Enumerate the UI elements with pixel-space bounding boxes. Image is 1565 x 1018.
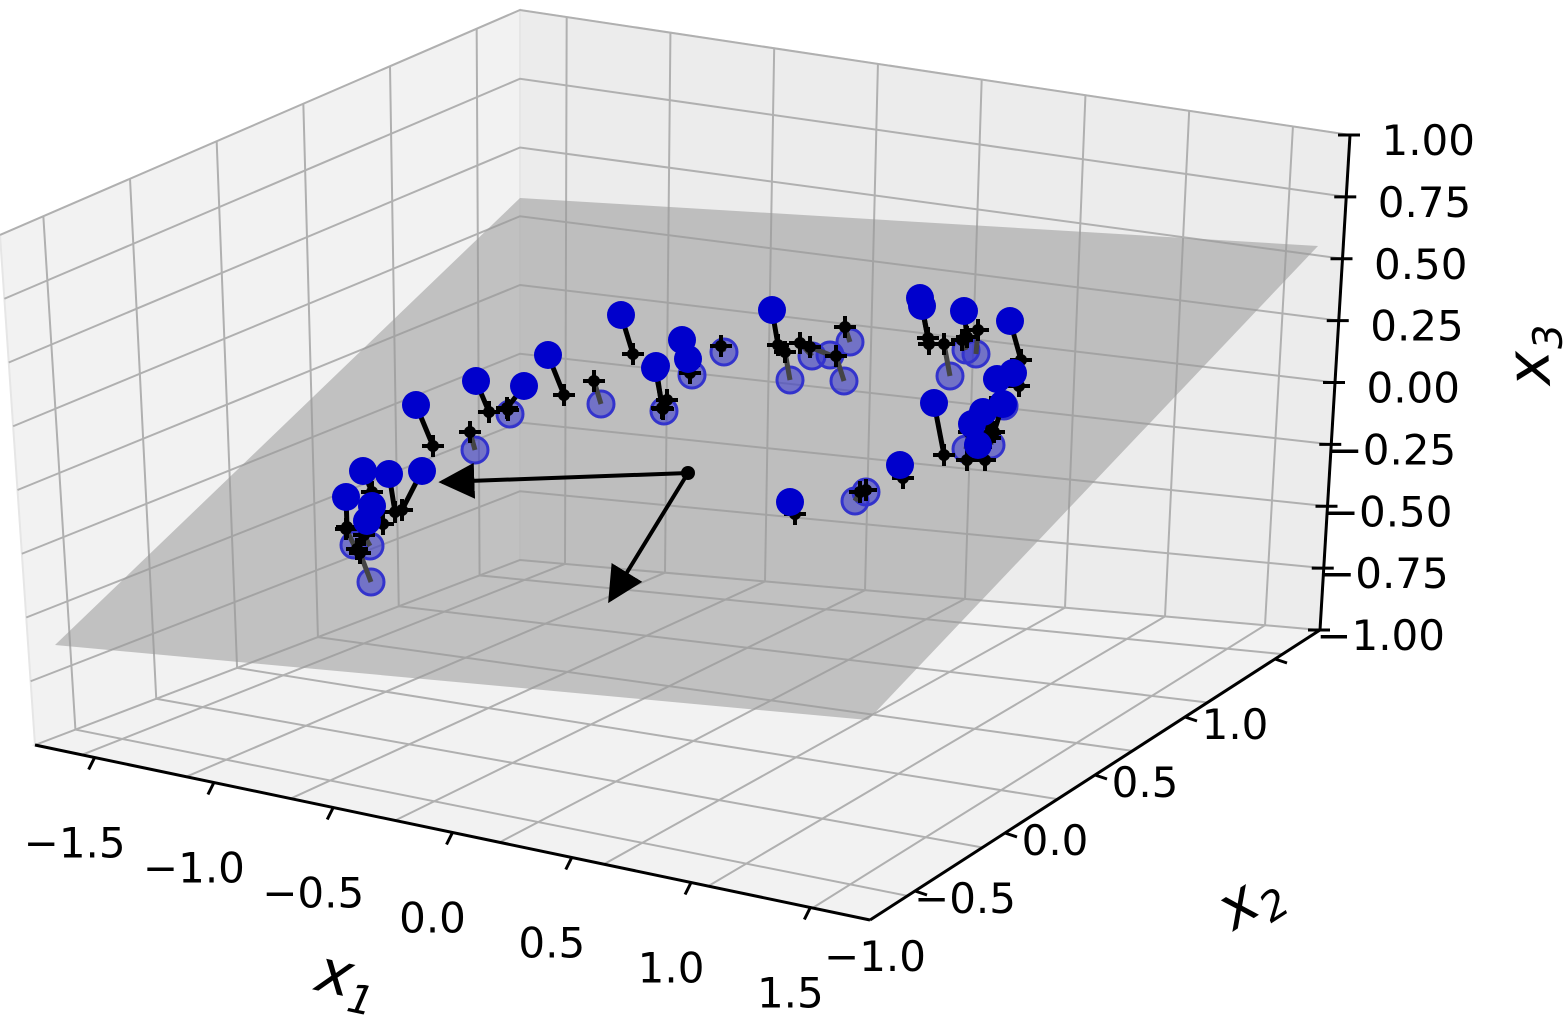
projection-marker [839,321,851,333]
point-above [358,492,386,520]
projection-marker [501,402,513,414]
z-tick-label: −0.25 [1328,425,1457,474]
x-tick-label: 0.5 [518,919,585,968]
z-tick-label: −0.50 [1324,487,1453,536]
grid-line-y [42,216,908,897]
y-tick-label: −0.5 [914,874,1016,923]
z-tick-label: 0.50 [1374,240,1468,289]
x-tick-label: −0.5 [262,869,364,918]
x-tick-label: −1.5 [24,819,126,868]
projection-marker [860,484,872,496]
y-tick [1274,657,1288,665]
point-above [886,451,914,479]
point-above [510,372,538,400]
x-ticks: −1.5 −1.0 −0.5 0.0 0.5 1.0 1.5 [24,756,824,1018]
projection-marker [988,426,1000,438]
projection-marker [961,454,973,466]
z-ticks: 1.00 0.75 0.50 0.25 0.00 −0.25 −0.50 −0.75 −1.00 [1308,116,1475,660]
y-tick [1184,715,1198,723]
y-tick-label: 0.0 [1022,816,1089,865]
y-axis-label: x2 [1202,852,1298,953]
y-tick-label: 1.0 [1202,700,1269,749]
point-above [776,488,804,516]
x-tick [803,906,812,921]
z-tick-label: 1.00 [1381,116,1475,165]
projection-marker [627,348,639,360]
grid-line-x [812,126,1294,909]
grid-line-z [8,146,1343,364]
arrow-second-component [608,471,690,604]
y-tick-label: −1.0 [824,932,926,981]
y-tick [914,889,928,897]
x-tick [564,856,574,871]
y-tick [1004,831,1018,839]
projection-marker [923,338,935,350]
z-tick-label: 0.75 [1378,178,1472,227]
point-above [989,390,1017,418]
point-above [950,297,978,325]
x-tick-label: −1.0 [143,844,245,893]
point-above [908,292,936,320]
x-tick [445,831,454,846]
point-above [674,345,702,373]
projection-marker [830,350,842,362]
x-tick-label: 1.5 [757,969,824,1018]
grid-line-z [0,8,1351,236]
projection-marker [464,426,476,438]
point-above [964,431,992,459]
projection-marker [772,339,784,351]
projection-marker [351,543,363,555]
projection-marker [938,338,950,350]
point-above [607,301,635,329]
point-above [349,457,377,485]
projection-marker [483,406,495,418]
projection-marker [715,340,727,352]
point-above [332,483,360,511]
x-tick [683,881,693,896]
x-tick [206,781,216,796]
projection-marker [341,521,353,533]
projection-marker [558,389,570,401]
x-axis-label: x1 [307,935,385,1018]
point-above [758,296,786,324]
point-above [642,352,670,380]
point-above [534,341,562,369]
projection-marker [961,331,973,343]
points-above-plane [332,284,1027,535]
point-above [996,307,1024,335]
projection-marker [972,324,984,336]
x-tick-label: 0.0 [399,894,466,943]
point-above [375,460,403,488]
arrow-first-component [438,462,689,499]
point-above [402,391,430,419]
projection-marker [427,440,439,452]
z-tick-label: 0.25 [1370,302,1464,351]
projection-marker [938,449,950,461]
projection-marker [656,402,668,414]
point-above [920,389,948,417]
z-tick-label: −1.00 [1316,611,1445,660]
z-axis-label: x3 [1492,323,1565,390]
x-tick [87,756,96,771]
z-tick-label: 0.00 [1366,364,1460,413]
point-above [462,367,490,395]
x-tick-label: 1.0 [638,944,705,993]
z-tick-label: −0.75 [1320,549,1449,598]
projection-marker [588,375,600,387]
grid-line-y [129,178,983,849]
point-above [999,359,1027,387]
y-tick [1094,773,1108,781]
projection-marker [804,341,816,353]
grid-line-y [215,141,1058,801]
y-ticks: −1.0 −0.50.0 0.5 1.0 [824,657,1288,981]
grid-line-z [3,77,1347,300]
projection-marker [396,504,408,516]
component-arrows [438,462,695,604]
x-tick [325,806,335,821]
arrow-origin [681,466,695,480]
point-above [408,457,436,485]
y-tick-label: 0.5 [1112,758,1179,807]
